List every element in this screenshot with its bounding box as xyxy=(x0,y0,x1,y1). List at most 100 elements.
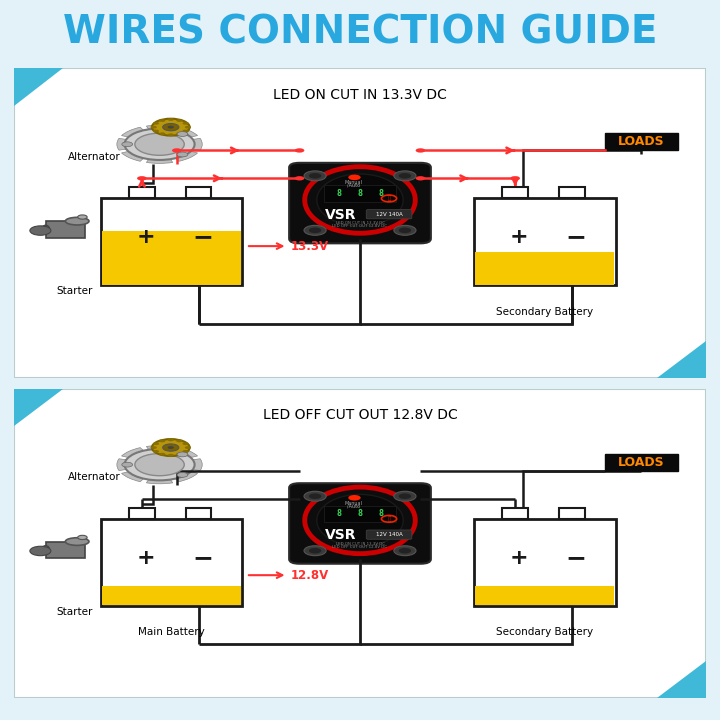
Circle shape xyxy=(125,129,194,160)
FancyBboxPatch shape xyxy=(289,163,431,243)
Text: +: + xyxy=(510,228,528,248)
Wedge shape xyxy=(146,446,173,464)
Circle shape xyxy=(78,536,87,539)
Circle shape xyxy=(394,225,416,235)
Circle shape xyxy=(172,148,181,153)
Text: ⏻: ⏻ xyxy=(387,196,391,201)
Circle shape xyxy=(176,453,182,456)
Text: VSR: VSR xyxy=(325,528,356,542)
Text: 8: 8 xyxy=(337,189,342,198)
Bar xyxy=(129,187,155,199)
Text: 8: 8 xyxy=(358,189,362,198)
Text: /Auto: /Auto xyxy=(346,503,360,508)
Circle shape xyxy=(159,439,166,442)
FancyBboxPatch shape xyxy=(366,210,412,219)
Bar xyxy=(503,508,528,519)
Circle shape xyxy=(122,462,132,467)
Text: LED OFF CUT OUT 12.8V DC: LED OFF CUT OUT 12.8V DC xyxy=(263,408,457,422)
Circle shape xyxy=(177,132,188,136)
Circle shape xyxy=(159,119,166,122)
Wedge shape xyxy=(146,144,173,163)
Wedge shape xyxy=(160,459,202,471)
Circle shape xyxy=(348,495,361,500)
Circle shape xyxy=(152,439,189,456)
Circle shape xyxy=(150,446,157,449)
Circle shape xyxy=(78,215,87,219)
Circle shape xyxy=(177,472,188,477)
Circle shape xyxy=(185,126,191,129)
Wedge shape xyxy=(122,464,160,482)
Circle shape xyxy=(168,438,174,441)
FancyBboxPatch shape xyxy=(289,483,431,564)
Text: −: − xyxy=(192,225,213,249)
Text: ⏻: ⏻ xyxy=(387,516,391,521)
Wedge shape xyxy=(160,464,197,482)
Circle shape xyxy=(176,119,182,122)
Text: +: + xyxy=(137,228,156,248)
Text: Alternator: Alternator xyxy=(68,472,120,482)
Circle shape xyxy=(304,225,326,235)
Text: LED ON CUT IN 13.3V DC: LED ON CUT IN 13.3V DC xyxy=(336,541,384,546)
Circle shape xyxy=(394,546,416,556)
Bar xyxy=(324,506,396,522)
Wedge shape xyxy=(122,448,160,464)
Polygon shape xyxy=(14,389,63,426)
Circle shape xyxy=(182,122,189,125)
Bar xyxy=(474,519,616,606)
Circle shape xyxy=(168,118,174,121)
Circle shape xyxy=(159,453,166,456)
Text: 12.8V: 12.8V xyxy=(291,569,329,582)
Circle shape xyxy=(304,546,326,556)
Bar xyxy=(559,508,585,519)
Circle shape xyxy=(153,450,159,453)
Circle shape xyxy=(30,226,51,235)
Bar xyxy=(475,252,614,284)
Circle shape xyxy=(177,152,188,157)
Circle shape xyxy=(309,228,321,233)
Ellipse shape xyxy=(317,174,403,226)
Circle shape xyxy=(125,449,194,480)
Wedge shape xyxy=(146,464,173,484)
Circle shape xyxy=(399,548,411,554)
Text: 8: 8 xyxy=(378,509,383,518)
Circle shape xyxy=(159,132,166,135)
Text: LED OFF CUT OUT 12.8V DC: LED OFF CUT OUT 12.8V DC xyxy=(333,225,387,228)
Bar xyxy=(101,199,243,285)
Text: Alternator: Alternator xyxy=(68,152,120,161)
Circle shape xyxy=(137,176,147,181)
Circle shape xyxy=(153,130,159,132)
Bar xyxy=(503,187,528,199)
Circle shape xyxy=(153,122,159,125)
Text: 12V 140A: 12V 140A xyxy=(376,532,402,537)
Text: 12V 140A: 12V 140A xyxy=(376,212,402,217)
Text: 13.3V: 13.3V xyxy=(291,240,329,253)
Circle shape xyxy=(135,133,184,156)
Circle shape xyxy=(348,174,361,180)
Text: WIRES CONNECTION GUIDE: WIRES CONNECTION GUIDE xyxy=(63,14,657,51)
Circle shape xyxy=(168,133,174,136)
Circle shape xyxy=(168,454,174,456)
Circle shape xyxy=(309,493,321,499)
Circle shape xyxy=(394,171,416,181)
Bar xyxy=(606,133,678,150)
Bar xyxy=(186,187,212,199)
Circle shape xyxy=(399,228,411,233)
Circle shape xyxy=(163,124,179,131)
Circle shape xyxy=(309,548,321,554)
Bar xyxy=(129,508,155,519)
Circle shape xyxy=(309,173,321,179)
Circle shape xyxy=(182,450,189,453)
Wedge shape xyxy=(160,127,197,144)
Wedge shape xyxy=(117,459,160,471)
Text: 8: 8 xyxy=(378,189,383,198)
Bar xyxy=(606,454,678,471)
Text: 8: 8 xyxy=(358,509,362,518)
FancyBboxPatch shape xyxy=(366,530,412,539)
Wedge shape xyxy=(160,448,197,464)
Text: /Auto: /Auto xyxy=(346,183,360,188)
Circle shape xyxy=(168,126,174,129)
Wedge shape xyxy=(146,125,173,144)
Circle shape xyxy=(399,173,411,179)
Circle shape xyxy=(294,176,305,181)
Circle shape xyxy=(415,176,426,181)
